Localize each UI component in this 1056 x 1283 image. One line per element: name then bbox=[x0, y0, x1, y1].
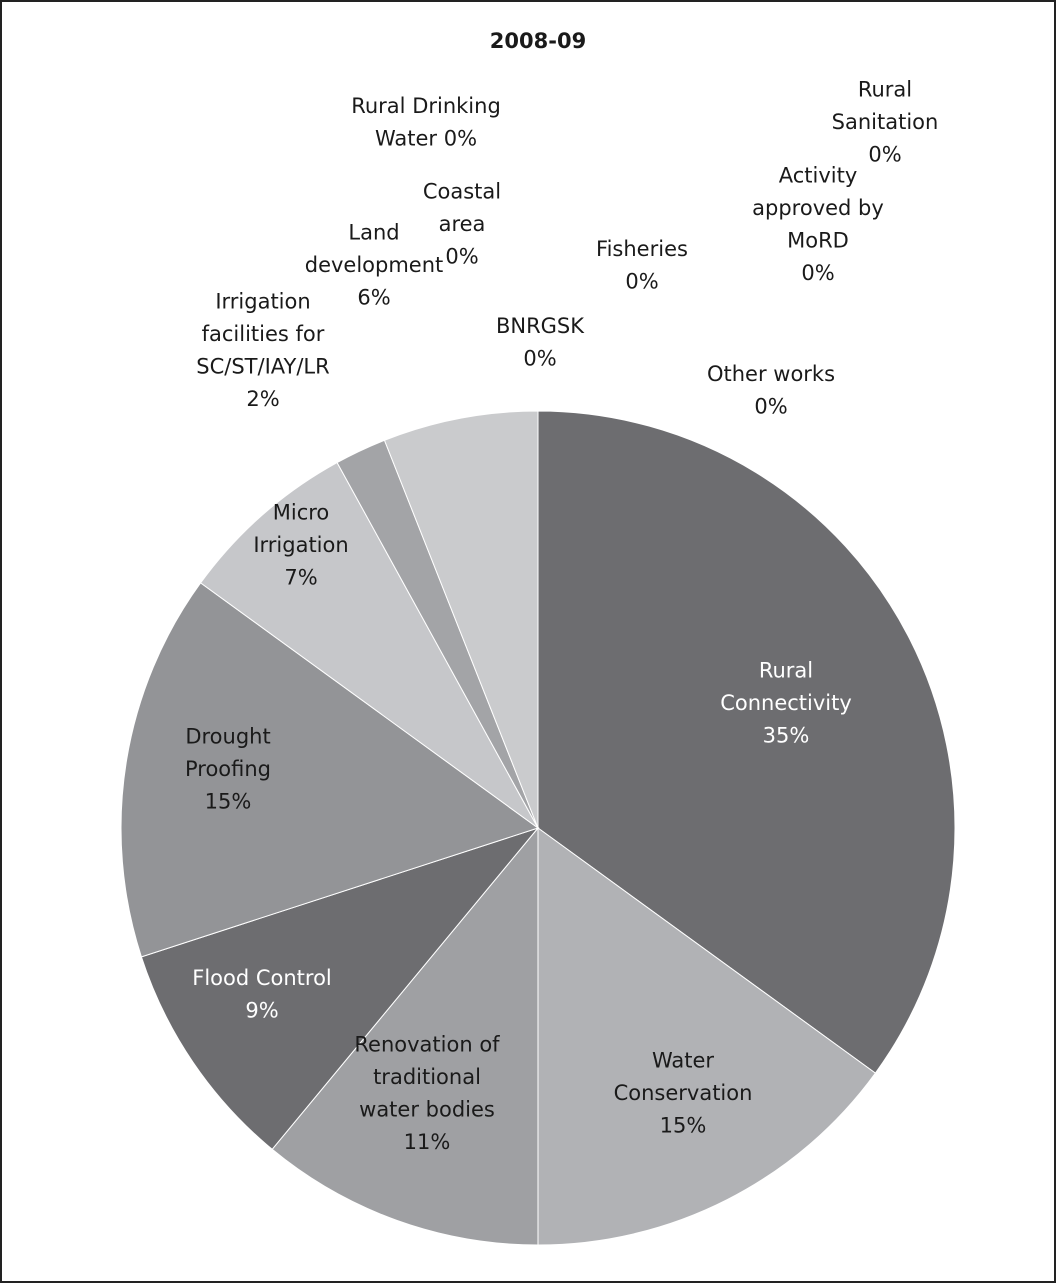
slice-label: Coastal area 0% bbox=[423, 180, 501, 269]
slice-label-line: Proofing bbox=[185, 757, 271, 781]
slice-label-line: 2% bbox=[246, 387, 279, 411]
slice-label-line: 0% bbox=[801, 261, 834, 285]
slice-label-line: Connectivity bbox=[720, 691, 852, 715]
slice-label-line: 7% bbox=[284, 566, 317, 590]
slice-label-line: traditional bbox=[373, 1065, 481, 1089]
slice-label: Irrigation facilities for SC/ST/IAY/LR 2% bbox=[196, 289, 329, 411]
slice-label-line: facilities for bbox=[202, 322, 325, 346]
slice-label-line: 0% bbox=[625, 269, 658, 293]
slice-label: Fisheries 0% bbox=[596, 237, 688, 293]
slice-label-line: Rural bbox=[759, 659, 813, 683]
pie-slice-micro-irrigation bbox=[199, 461, 539, 829]
slice-label: Water Conservation 15% bbox=[614, 1049, 753, 1138]
slice-label-line: Activity bbox=[779, 163, 858, 187]
pie-slice-land-development bbox=[383, 410, 539, 829]
slice-label-line: Conservation bbox=[614, 1081, 753, 1105]
slice-label-line: 0% bbox=[868, 143, 901, 167]
slice-label-line: 0% bbox=[754, 394, 787, 418]
pie-slice-water-conservation bbox=[537, 827, 877, 1246]
slice-label-line: Irrigation bbox=[215, 289, 310, 313]
slice-label: Land development 6% bbox=[305, 221, 444, 310]
slice-label-line: 0% bbox=[445, 245, 478, 269]
slice-label-line: Irrigation bbox=[253, 533, 348, 557]
slice-label: Renovation of traditional water bodies 11% bbox=[354, 1032, 500, 1154]
slice-label-line: 0% bbox=[523, 346, 556, 370]
slice-label-line: water bodies bbox=[359, 1097, 495, 1121]
slice-label-line: Micro bbox=[273, 501, 330, 525]
slice-label-line: Coastal bbox=[423, 180, 501, 204]
slice-label-line: 9% bbox=[245, 998, 278, 1022]
slice-label-line: Renovation of bbox=[354, 1032, 500, 1056]
slice-label-line: 15% bbox=[660, 1114, 707, 1138]
slice-label-line: Flood Control bbox=[192, 966, 332, 990]
slice-label-line: Sanitation bbox=[832, 110, 939, 134]
slice-label: BNRGSK 0% bbox=[496, 314, 585, 371]
pie-slice-drought-proofing bbox=[120, 582, 540, 958]
slice-label-line: Water 0% bbox=[375, 126, 477, 150]
slice-label-line: MoRD bbox=[787, 228, 849, 252]
slice-label-line: 11% bbox=[404, 1130, 451, 1154]
slice-label: Rural Connectivity 35% bbox=[720, 659, 852, 748]
slice-label-line: development bbox=[305, 253, 444, 277]
slice-label-line: Fisheries bbox=[596, 237, 688, 261]
slice-label-line: SC/ST/IAY/LR bbox=[196, 354, 329, 378]
slice-label-line: Rural Drinking bbox=[351, 94, 501, 118]
slice-label-line: area bbox=[439, 212, 486, 236]
slice-label: Activity approved by MoRD 0% bbox=[752, 163, 884, 284]
chart-title: 2008-09 bbox=[490, 29, 586, 53]
slice-label: Rural Sanitation 0% bbox=[832, 78, 939, 167]
slice-label-line: Rural bbox=[858, 78, 912, 102]
slice-label: Drought Proofing 15% bbox=[185, 725, 271, 814]
slice-label: Rural Drinking Water 0% bbox=[351, 94, 501, 151]
pie-slice-rural-connectivity bbox=[537, 410, 956, 1074]
slice-label-line: Other works bbox=[707, 362, 835, 386]
slice-label-line: Land bbox=[348, 221, 399, 245]
slice-label-line: approved by bbox=[752, 196, 884, 220]
slice-label-line: 35% bbox=[763, 724, 810, 748]
slice-label-line: Water bbox=[652, 1049, 714, 1073]
slice-label-line: 6% bbox=[357, 286, 390, 310]
slice-label: Flood Control 9% bbox=[192, 966, 332, 1023]
pie-slice-flood-control bbox=[140, 826, 540, 1151]
slice-label: Other works 0% bbox=[707, 362, 835, 419]
slice-label-line: BNRGSK bbox=[496, 314, 585, 338]
pie-labels: Rural Connectivity 35% Water Conservation 15%… bbox=[185, 78, 938, 1154]
slice-label-line: 15% bbox=[205, 790, 252, 814]
pie-slice-renovation-of-traditional-water-bodies bbox=[271, 826, 539, 1246]
slice-label-line: Drought bbox=[185, 725, 270, 749]
slice-label: Micro Irrigation 7% bbox=[253, 501, 348, 590]
pie-slices bbox=[120, 410, 956, 1246]
